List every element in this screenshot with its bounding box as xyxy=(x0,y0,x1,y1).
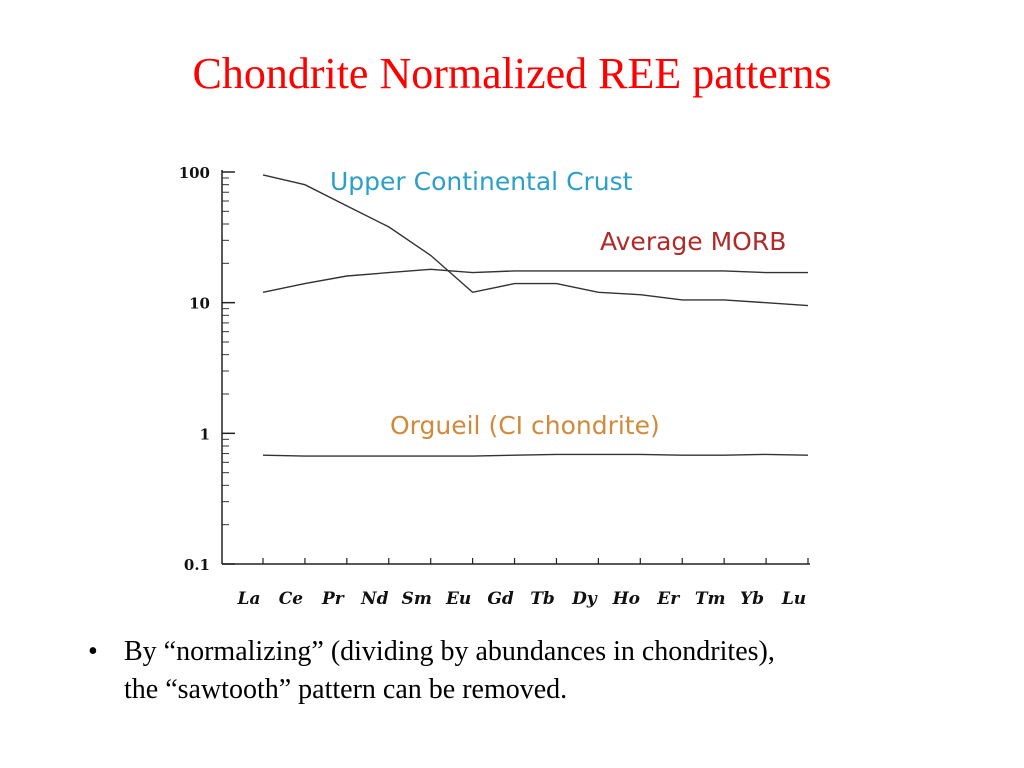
bullet-text-line2: the “sawtooth” pattern can be removed. xyxy=(124,674,568,705)
series-line xyxy=(262,268,808,293)
bullet-marker: • xyxy=(88,636,98,667)
x-tick-label: Yb xyxy=(740,589,764,609)
chart-series xyxy=(262,174,809,457)
bullet-list: • By “normalizing” (dividing by abundanc… xyxy=(88,633,968,709)
series-line xyxy=(262,453,809,457)
series-label: Average MORB xyxy=(600,227,786,256)
bullet-item: • By “normalizing” (dividing by abundanc… xyxy=(88,633,968,709)
y-ticks: 100 10 1 0.1 xyxy=(179,164,235,574)
x-ticks: La Ce Pr Nd Sm Eu Gd Tb Dy Ho Er Tm Yb Lu xyxy=(237,558,809,609)
x-tick-label: Er xyxy=(656,589,680,609)
series-line xyxy=(262,174,809,307)
y-tick-label: 0.1 xyxy=(184,556,210,574)
x-tick-label: La xyxy=(237,589,261,609)
x-tick-label: Sm xyxy=(402,589,432,609)
x-tick-label: Tb xyxy=(530,589,555,609)
slide-title: Chondrite Normalized REE patterns xyxy=(192,49,832,98)
series-label: Upper Continental Crust xyxy=(330,167,633,196)
bullet-text-line1: By “normalizing” (dividing by abundances… xyxy=(124,636,775,667)
y-tick-label: 100 xyxy=(179,164,210,182)
x-tick-label: Ce xyxy=(279,589,304,609)
x-tick-label: Dy xyxy=(571,589,598,609)
y-tick-label: 10 xyxy=(189,295,210,313)
x-tick-label: Ho xyxy=(612,589,640,609)
y-tick-label: 1 xyxy=(200,425,210,443)
x-tick-label: Tm xyxy=(695,589,726,609)
x-tick-label: Lu xyxy=(781,589,806,609)
x-tick-label: Nd xyxy=(360,589,389,609)
series-labels: Upper Continental Crust Average MORB Orgue… xyxy=(330,167,786,440)
x-tick-label: Gd xyxy=(487,589,514,609)
x-tick-label: Pr xyxy=(321,589,345,609)
series-label: Orgueil (CI chondrite) xyxy=(390,411,660,440)
x-tick-label: Eu xyxy=(445,589,471,609)
chart-axes xyxy=(221,170,810,565)
